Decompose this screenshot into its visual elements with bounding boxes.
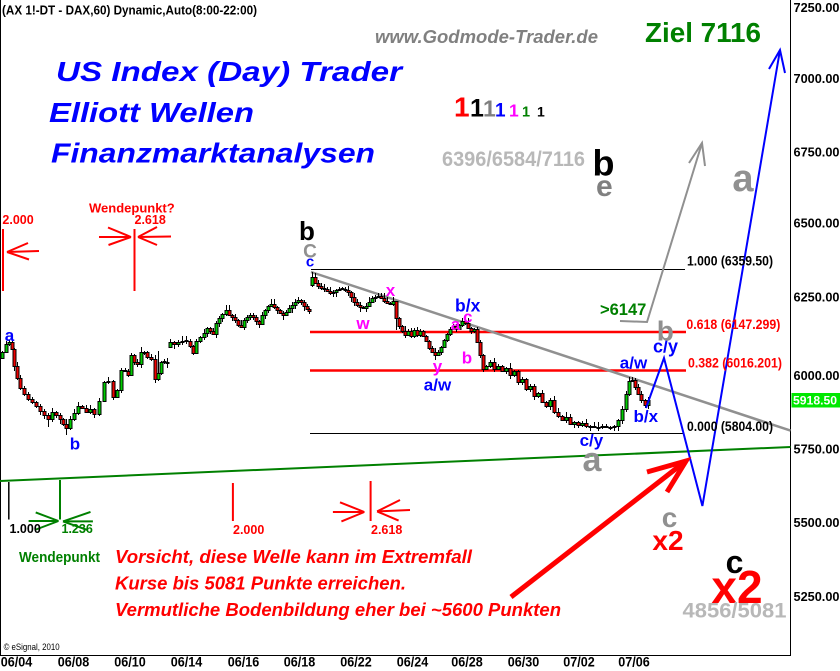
svg-text:5750.00: 5750.00 bbox=[794, 442, 840, 457]
svg-text:Wendepunkt: Wendepunkt bbox=[19, 549, 100, 566]
svg-text:06/18: 06/18 bbox=[284, 655, 316, 670]
svg-text:2.618: 2.618 bbox=[135, 213, 166, 227]
svg-text:6750.00: 6750.00 bbox=[794, 144, 840, 159]
svg-text:1: 1 bbox=[454, 92, 470, 123]
svg-text:a: a bbox=[451, 315, 461, 334]
svg-text:Vermutliche Bodenbildung eher: Vermutliche Bodenbildung eher bei ~5600 … bbox=[115, 600, 561, 620]
svg-text:06/30: 06/30 bbox=[508, 655, 540, 670]
svg-text:7250.00: 7250.00 bbox=[794, 0, 840, 15]
svg-text:06/04: 06/04 bbox=[1, 655, 33, 670]
svg-text:6250.00: 6250.00 bbox=[794, 289, 840, 304]
svg-text:0.382 (6016.201): 0.382 (6016.201) bbox=[688, 356, 782, 371]
svg-text:1.000: 1.000 bbox=[10, 522, 41, 536]
svg-text:w: w bbox=[355, 314, 370, 333]
svg-text:c/y: c/y bbox=[653, 337, 678, 357]
svg-text:06/10: 06/10 bbox=[114, 655, 146, 670]
svg-text:a/w: a/w bbox=[424, 376, 452, 395]
svg-text:1.000 (6359.50): 1.000 (6359.50) bbox=[687, 254, 773, 269]
svg-text:a: a bbox=[583, 441, 603, 479]
svg-text:US Index (Day) Trader: US Index (Day) Trader bbox=[56, 56, 404, 87]
svg-text:Wendepunkt?: Wendepunkt? bbox=[89, 201, 175, 216]
svg-text:C: C bbox=[303, 242, 317, 263]
svg-text:c: c bbox=[463, 308, 472, 327]
svg-text:b: b bbox=[593, 143, 615, 184]
svg-text:06/14: 06/14 bbox=[171, 655, 203, 670]
svg-text:c/y: c/y bbox=[580, 431, 604, 450]
svg-text:b: b bbox=[462, 349, 472, 368]
svg-text:c: c bbox=[662, 502, 678, 533]
svg-text:1.236: 1.236 bbox=[62, 522, 93, 536]
svg-text:x2: x2 bbox=[711, 561, 762, 613]
svg-text:7000.00: 7000.00 bbox=[794, 71, 840, 86]
svg-text:b: b bbox=[299, 216, 315, 246]
svg-text:b/x: b/x bbox=[634, 407, 659, 426]
svg-text:0.618 (6147.299): 0.618 (6147.299) bbox=[686, 317, 780, 332]
svg-text:06/28: 06/28 bbox=[451, 655, 483, 670]
svg-text:6500.00: 6500.00 bbox=[794, 215, 840, 230]
svg-text:06/08: 06/08 bbox=[58, 655, 90, 670]
svg-text:2.618: 2.618 bbox=[371, 523, 402, 537]
svg-text:c: c bbox=[306, 254, 314, 271]
svg-text:1: 1 bbox=[470, 95, 484, 123]
svg-text:>6147: >6147 bbox=[600, 301, 646, 319]
svg-text:b: b bbox=[70, 435, 80, 454]
svg-text:a: a bbox=[732, 158, 754, 200]
svg-text:a/w: a/w bbox=[620, 354, 648, 373]
svg-text:(AX 1!-DT - DAX,60) Dynamic,Au: (AX 1!-DT - DAX,60) Dynamic,Auto(8:00-22… bbox=[2, 3, 257, 18]
svg-text:1: 1 bbox=[509, 101, 519, 121]
svg-text:Vorsicht, diese Welle kann im: Vorsicht, diese Welle kann im Extremfall bbox=[115, 547, 473, 567]
svg-text:y: y bbox=[433, 357, 443, 376]
svg-text:e: e bbox=[596, 170, 613, 203]
svg-text:c: c bbox=[726, 544, 744, 580]
svg-text:07/02: 07/02 bbox=[563, 655, 595, 670]
svg-text:x2: x2 bbox=[652, 525, 683, 556]
svg-text:Finanzmarktanalysen: Finanzmarktanalysen bbox=[51, 137, 375, 168]
svg-text:1: 1 bbox=[537, 104, 545, 120]
svg-text:4856/5081: 4856/5081 bbox=[683, 600, 787, 623]
svg-text:2.000: 2.000 bbox=[2, 213, 33, 227]
svg-text:06/16: 06/16 bbox=[228, 655, 260, 670]
svg-text:© eSignal, 2010: © eSignal, 2010 bbox=[4, 642, 60, 653]
svg-text:x: x bbox=[386, 281, 396, 300]
svg-text:6000.00: 6000.00 bbox=[794, 368, 840, 383]
svg-text:6396/6584/7116: 6396/6584/7116 bbox=[442, 148, 585, 171]
svg-text:Ziel 7116: Ziel 7116 bbox=[645, 17, 761, 48]
svg-text:06/24: 06/24 bbox=[397, 655, 429, 670]
svg-text:07/06: 07/06 bbox=[618, 655, 650, 670]
svg-text:1: 1 bbox=[522, 105, 530, 121]
svg-text:5250.00: 5250.00 bbox=[794, 589, 840, 604]
svg-text:b/x: b/x bbox=[455, 296, 481, 316]
svg-text:Elliott Wellen: Elliott Wellen bbox=[49, 97, 254, 128]
svg-text:0.000 (5804.00): 0.000 (5804.00) bbox=[687, 419, 773, 434]
svg-text:Kurse bis 5081 Punkte erreiche: Kurse bis 5081 Punkte erreichen. bbox=[115, 574, 406, 594]
svg-text:1: 1 bbox=[483, 96, 496, 122]
svg-text:1: 1 bbox=[495, 101, 506, 122]
svg-text:5918.50: 5918.50 bbox=[793, 393, 837, 407]
svg-text:2.000: 2.000 bbox=[233, 523, 264, 537]
svg-text:www.Godmode-Trader.de: www.Godmode-Trader.de bbox=[375, 27, 598, 47]
svg-text:b: b bbox=[657, 316, 674, 347]
svg-text:5500.00: 5500.00 bbox=[794, 515, 840, 530]
svg-text:06/22: 06/22 bbox=[340, 655, 372, 670]
svg-text:a: a bbox=[5, 326, 15, 345]
